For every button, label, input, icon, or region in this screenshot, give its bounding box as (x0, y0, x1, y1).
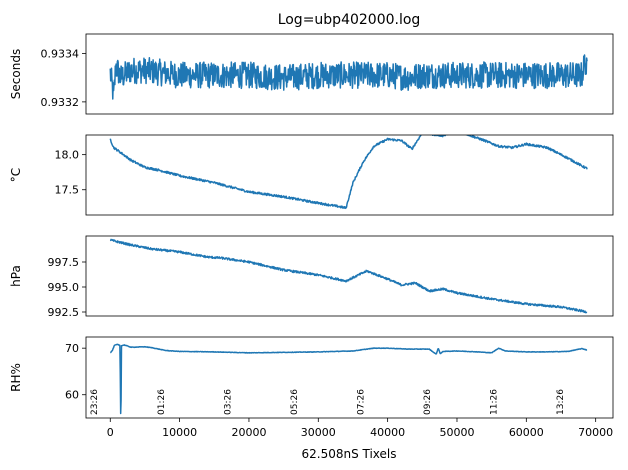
time-annotation: 09:26 (423, 389, 433, 415)
plot-frame (85, 134, 614, 216)
series-line-humidity (109, 343, 588, 415)
x-tick-label: 70000 (578, 426, 613, 439)
y-tick-label: 997.5 (48, 256, 80, 269)
y-axis-label: RH% (9, 363, 23, 392)
x-tick-label: 60000 (509, 426, 544, 439)
time-annotation: 05:26 (290, 389, 300, 415)
time-annotation: 13:26 (556, 389, 566, 415)
y-tick-label: 992.5 (48, 306, 80, 319)
x-tick-label: 30000 (301, 426, 336, 439)
y-axis-label: Seconds (9, 49, 23, 99)
time-annotation: 03:26 (223, 389, 233, 415)
y-axis-label: °C (9, 168, 23, 182)
x-axis-label: 62.508nS Tixels (301, 447, 396, 461)
series-line-pressure (109, 238, 588, 314)
time-annotation: 01:26 (157, 389, 167, 415)
chart-panels: 0.93320.9334Seconds17.518.0°C992.5995.09… (9, 33, 614, 439)
x-tick-label: 50000 (439, 426, 474, 439)
time-annotation: 11:26 (490, 389, 500, 415)
panel-pressure: 992.5 995.0 997.5 hPa (9, 235, 614, 319)
series-line-temperature (109, 135, 588, 210)
x-tick-label: 40000 (370, 426, 405, 439)
panel-temperature: 17.5 18.0 °C (9, 134, 614, 216)
y-tick-label: 70 (65, 342, 79, 355)
panel-seconds: 0.9332 0.9334 Seconds (9, 33, 614, 115)
x-tick-label: 20000 (231, 426, 266, 439)
plot-frame (85, 235, 614, 317)
y-tick-label: 0.9332 (41, 96, 80, 109)
plot-frame (85, 33, 614, 115)
y-tick-label: 60 (65, 389, 79, 402)
panel-humidity: 60 70 RH% 0 10000 20000 30000 40000 50000 60000 70… (9, 336, 614, 439)
y-tick-label: 995.0 (48, 281, 80, 294)
y-tick-label: 17.5 (55, 184, 80, 197)
x-tick-label: 10000 (162, 426, 197, 439)
time-annotation: 23:26 (90, 389, 100, 415)
time-annotation: 07:26 (356, 389, 366, 415)
chart-title: Log=ubp402000.log (278, 12, 421, 28)
plot-frame (85, 336, 614, 419)
y-tick-label: 0.9334 (41, 47, 80, 60)
y-axis-label: hPa (9, 265, 23, 287)
series-line-seconds (109, 54, 588, 100)
y-tick-label: 18.0 (55, 149, 80, 162)
x-tick-label: 0 (107, 426, 114, 439)
